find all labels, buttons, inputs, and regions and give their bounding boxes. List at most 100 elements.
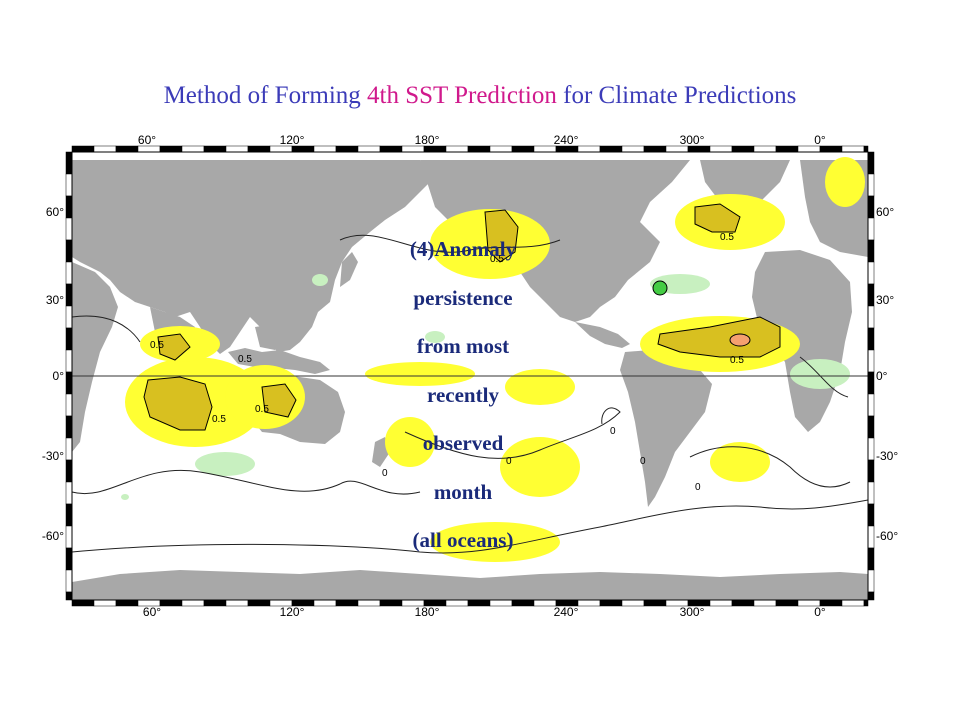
frame-segment-top <box>379 145 403 153</box>
negative-anomaly-weak <box>121 274 850 500</box>
x-tick-top-180: 180° <box>415 133 440 147</box>
land-japan <box>340 252 358 287</box>
y-tick-left-neg30: -30° <box>42 449 64 463</box>
x-tick-top-300: 300° <box>680 133 705 147</box>
frame-segment-left <box>65 547 73 571</box>
frame-segment-top <box>115 145 139 153</box>
y-tick-right-neg60: -60° <box>876 529 898 543</box>
frame-segment-bottom <box>357 599 381 607</box>
frame-segment-bottom <box>313 599 337 607</box>
frame-segment-left <box>65 305 73 329</box>
frame-segment-bottom <box>467 599 491 607</box>
contour-zero-south-atlantic <box>689 446 851 488</box>
frame-segment-left <box>65 349 73 373</box>
frame-segment-top <box>753 145 777 153</box>
frame-segment-bottom <box>775 599 799 607</box>
anomaly-core-north-atlantic <box>694 203 741 233</box>
contour-label-2: 0.5 <box>238 354 252 365</box>
frame-segment-right <box>867 547 875 571</box>
frame-segment-bottom <box>335 599 359 607</box>
caption-line-7: (all oceans) <box>412 528 514 552</box>
land-indonesia <box>228 348 330 374</box>
frame-segment-right <box>867 393 875 417</box>
caption-line-5: observed <box>422 431 504 455</box>
land-africa-east <box>72 262 118 452</box>
map-frame-border <box>65 145 875 607</box>
frame-segment-left <box>65 151 73 175</box>
frame-segment-right <box>867 195 875 219</box>
caption-line-3: from most <box>416 334 510 358</box>
frame-segment-top <box>335 145 359 153</box>
y-tick-right-60: 60° <box>876 205 894 219</box>
contour-label-10: 0 <box>695 482 701 493</box>
y-tick-left-neg60: -60° <box>42 529 64 543</box>
frame-segment-left <box>65 415 73 439</box>
frame-segment-right <box>867 415 875 439</box>
title-part-method: Method of Forming <box>163 82 368 109</box>
contour-label-3: 0.5 <box>212 414 226 425</box>
frame-segment-top <box>93 145 117 153</box>
frame-segment-left <box>65 371 73 395</box>
contour-label-group: 0.5 0.5 0.5 0.5 0.5 0.5 0.5 0 0 0 0 0 <box>150 232 744 493</box>
frame-segment-bottom <box>731 599 755 607</box>
map-outline <box>71 151 869 601</box>
frame-segment-right <box>867 481 875 505</box>
frame-segment-top <box>621 145 645 153</box>
frame-segment-top <box>159 145 183 153</box>
caption-line-1: (4)Anomaly <box>409 237 517 261</box>
frame-segment-bottom <box>71 599 95 607</box>
anomaly-negative-strong <box>652 280 668 296</box>
frame-segment-right <box>867 371 875 395</box>
frame-segment-right <box>867 305 875 329</box>
caption-line-4: recently <box>427 382 499 407</box>
frame-segment-top <box>181 145 205 153</box>
frame-segment-bottom <box>863 599 869 607</box>
caption-line-2: persistence <box>413 285 513 310</box>
positive-anomaly-strong <box>143 203 781 431</box>
anomaly-negative-south-indian <box>195 452 255 476</box>
x-tick-top-240: 240° <box>554 133 579 147</box>
contour-label-1: 0.5 <box>150 340 164 351</box>
frame-segment-left <box>65 217 73 241</box>
y-tick-labels-left: 60° 30° 0° -30° -60° <box>42 205 64 543</box>
frame-segment-bottom <box>599 599 623 607</box>
frame-segment-left <box>65 481 73 505</box>
frame-segment-left <box>65 283 73 307</box>
frame-segment-bottom <box>621 599 645 607</box>
x-tick-labels-top: 60° 120° 180° 240° 300° 0° <box>138 133 826 147</box>
frame-segment-bottom <box>93 599 117 607</box>
frame-segment-right <box>867 239 875 263</box>
frame-segment-right <box>867 173 875 197</box>
frame-segment-top <box>225 145 249 153</box>
frame-segment-top <box>731 145 755 153</box>
frame-segment-top <box>247 145 271 153</box>
frame-segment-left <box>65 525 73 549</box>
anomaly-peak-atlantic <box>729 333 751 347</box>
contour-label-4: 0.5 <box>255 404 269 415</box>
contour-zero-south-indian <box>71 470 421 495</box>
frame-segment-top <box>863 145 869 153</box>
frame-segment-left <box>65 261 73 285</box>
x-tick-bottom-300: 300° <box>680 605 705 619</box>
frame-segment-top <box>643 145 667 153</box>
frame-segment-bottom <box>643 599 667 607</box>
frame-segment-right <box>867 459 875 483</box>
frame-segment-left <box>65 327 73 351</box>
frame-segment-bottom <box>489 599 513 607</box>
land-antarctica <box>72 570 868 600</box>
sst-anomaly-map: 0.5 0.5 0.5 0.5 0.5 0.5 0.5 0 0 0 0 0 60… <box>0 112 960 622</box>
frame-segment-bottom <box>225 599 249 607</box>
frame-segment-right <box>867 525 875 549</box>
contour-label-6: 0.5 <box>730 355 744 366</box>
y-tick-left-30: 30° <box>46 293 64 307</box>
contour-label-5: 0.5 <box>720 232 734 243</box>
anomaly-core-indonesia <box>261 383 297 418</box>
frame-segment-bottom <box>203 599 227 607</box>
frame-segment-left <box>65 393 73 417</box>
frame-segment-right <box>867 283 875 307</box>
x-tick-top-120: 120° <box>280 133 305 147</box>
frame-segment-right <box>867 569 875 593</box>
frame-segment-left <box>65 437 73 461</box>
title-part-highlight: 4th SST Prediction <box>367 82 557 109</box>
frame-segment-top <box>313 145 337 153</box>
